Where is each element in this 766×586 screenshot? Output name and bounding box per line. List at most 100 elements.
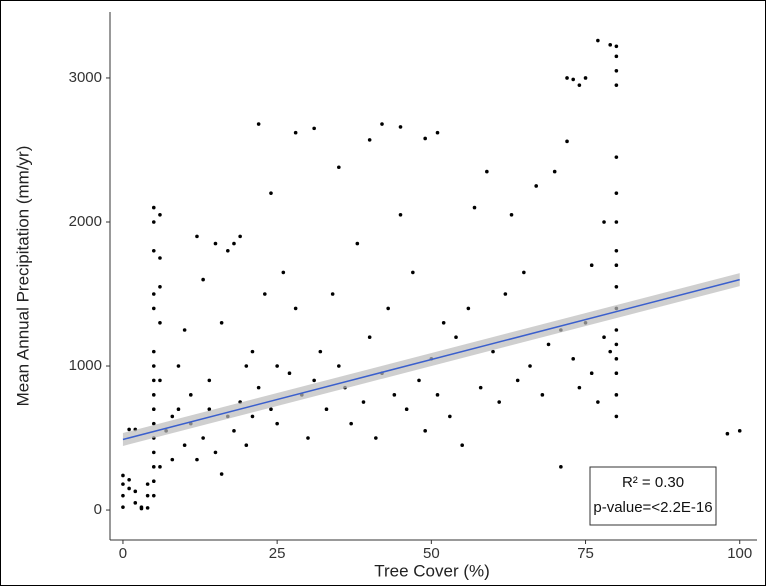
x-tick-label: 100	[727, 545, 752, 562]
point	[522, 270, 526, 275]
point	[256, 122, 261, 126]
point	[201, 277, 205, 282]
point	[337, 165, 341, 170]
point	[151, 421, 156, 426]
point	[293, 130, 298, 135]
point	[226, 248, 230, 253]
point	[151, 479, 156, 484]
point	[614, 248, 619, 253]
point	[565, 76, 569, 80]
y-tick-label: 0	[94, 501, 102, 518]
point	[614, 328, 619, 332]
point	[170, 457, 175, 462]
y-tick-label: 3000	[69, 69, 102, 86]
point	[571, 357, 576, 361]
point	[423, 136, 427, 141]
point	[472, 205, 477, 210]
point	[374, 436, 378, 440]
point	[614, 263, 619, 267]
point	[614, 44, 619, 49]
point	[158, 285, 162, 289]
y-axis-title: Mean Annual Precipitation (mm/yr)	[13, 146, 32, 407]
point	[151, 407, 156, 412]
point	[188, 393, 193, 397]
point	[151, 220, 156, 224]
point	[355, 241, 360, 246]
point	[207, 407, 212, 412]
point	[158, 321, 162, 325]
point	[614, 191, 619, 195]
point	[133, 489, 138, 494]
annotation: p-value=<2.2E-16	[593, 499, 712, 516]
point	[250, 414, 255, 419]
point	[330, 292, 335, 296]
point	[151, 465, 156, 469]
point	[435, 130, 440, 135]
point	[546, 342, 551, 347]
point	[571, 77, 576, 82]
point	[121, 505, 125, 509]
point	[145, 506, 150, 510]
point	[151, 306, 156, 311]
point	[182, 443, 187, 448]
point	[324, 407, 329, 412]
point	[466, 306, 471, 311]
point	[349, 421, 353, 426]
point	[361, 400, 366, 404]
annotation: R² = 0.30	[622, 474, 684, 491]
point	[232, 241, 236, 246]
point	[158, 378, 162, 383]
point	[417, 378, 421, 383]
point	[176, 407, 181, 412]
point	[602, 335, 606, 340]
point	[515, 378, 520, 383]
point	[380, 122, 384, 126]
point	[170, 414, 175, 419]
point	[195, 234, 199, 239]
point	[559, 465, 563, 469]
point	[151, 205, 156, 210]
point	[127, 486, 131, 491]
point	[201, 436, 205, 440]
point	[312, 126, 316, 131]
point	[139, 505, 144, 509]
point	[589, 263, 594, 267]
x-tick-label: 25	[269, 545, 286, 562]
point	[423, 429, 427, 433]
point	[287, 371, 292, 376]
point	[121, 493, 125, 498]
point	[151, 349, 156, 354]
point	[158, 465, 162, 469]
point	[269, 407, 273, 412]
point	[312, 378, 316, 383]
point	[337, 364, 341, 368]
point	[534, 184, 538, 188]
x-tick-label: 50	[423, 545, 440, 562]
point	[250, 349, 255, 354]
point	[263, 292, 267, 296]
point	[608, 349, 613, 354]
point	[386, 306, 390, 311]
point	[127, 427, 131, 432]
point	[577, 385, 582, 390]
point	[435, 393, 440, 397]
point	[540, 393, 545, 397]
point	[158, 212, 162, 217]
point	[158, 256, 162, 260]
point	[195, 457, 199, 462]
point	[213, 241, 218, 246]
point	[614, 342, 619, 347]
point	[151, 248, 156, 253]
point	[614, 54, 619, 59]
point	[219, 472, 224, 476]
point	[491, 349, 495, 354]
annotation-box	[589, 466, 717, 526]
point	[441, 321, 446, 325]
point	[151, 364, 156, 368]
fit-line	[122, 278, 740, 441]
point	[256, 385, 261, 390]
point	[318, 349, 323, 354]
point	[133, 501, 138, 505]
